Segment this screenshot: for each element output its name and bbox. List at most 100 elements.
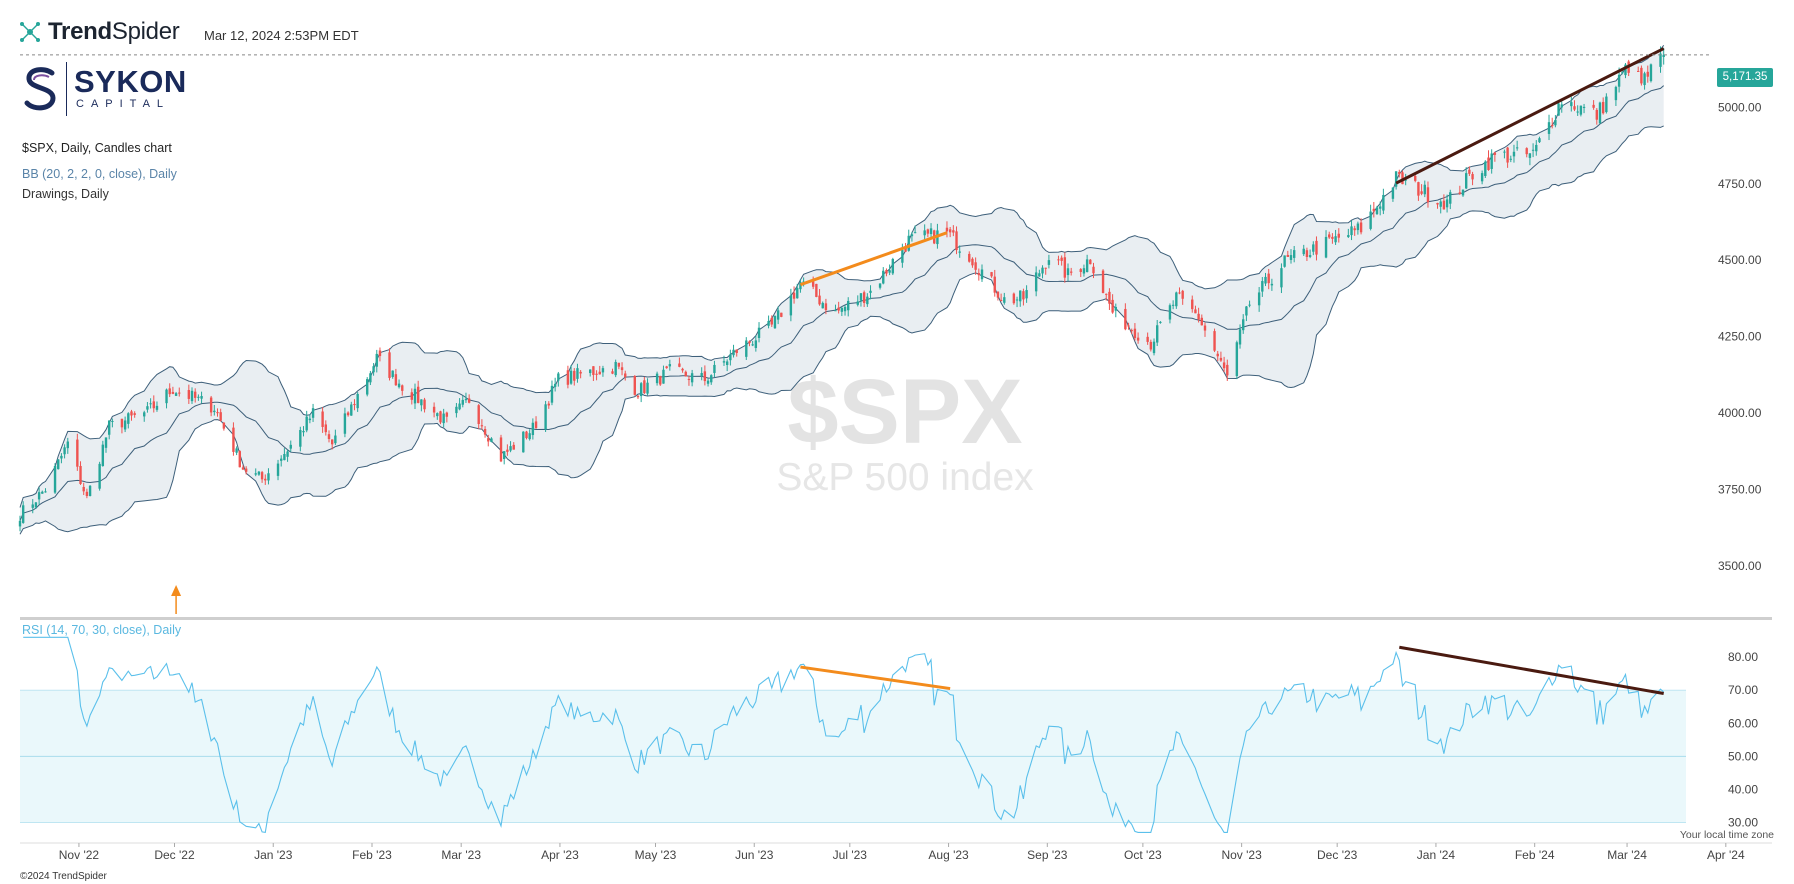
candle-body: [1085, 259, 1089, 273]
candle: [260, 470, 264, 483]
candle: [432, 402, 436, 418]
price-tick-label: 4250.00: [1718, 330, 1762, 344]
candle-body: [1219, 357, 1223, 361]
candle: [1423, 180, 1426, 198]
candle: [1649, 63, 1653, 83]
candle-body: [1175, 292, 1178, 307]
candle-body: [1471, 174, 1474, 180]
candle-body: [1538, 138, 1541, 143]
legend-chart[interactable]: $SPX, Daily, Candles chart: [22, 141, 172, 155]
candle-body: [490, 438, 493, 442]
candle: [643, 376, 646, 395]
candle-body: [544, 404, 547, 430]
candle-body: [502, 451, 506, 459]
candle: [1127, 322, 1130, 330]
candle-body: [904, 248, 907, 252]
rsi-trendline-orange: [800, 665, 951, 691]
candle: [534, 416, 538, 430]
candle: [617, 362, 621, 370]
candle: [1328, 231, 1331, 239]
candle: [592, 366, 595, 381]
candle-body: [859, 293, 863, 301]
candle-body: [1605, 96, 1608, 113]
candle: [401, 384, 404, 396]
candle-body: [101, 444, 105, 466]
candle-body: [378, 350, 382, 357]
candle-body: [573, 370, 576, 381]
candle-body: [557, 373, 560, 381]
trendspider-logo: TrendSpider: [18, 18, 180, 46]
candle: [885, 268, 888, 277]
candle: [165, 388, 168, 409]
candle-body: [244, 468, 248, 472]
candle-body: [432, 406, 436, 413]
candle: [483, 426, 487, 438]
candle: [1152, 338, 1156, 356]
candle: [1579, 105, 1583, 117]
candle: [1439, 199, 1442, 214]
candle-body: [120, 418, 124, 428]
candle: [1426, 181, 1430, 208]
candle: [1538, 136, 1541, 144]
candle-body: [569, 370, 573, 384]
candle: [678, 357, 681, 368]
candle-body: [847, 300, 850, 311]
candle-body: [413, 388, 417, 404]
candle: [847, 297, 850, 317]
candle: [34, 501, 38, 509]
candle-body: [461, 399, 464, 405]
candle: [1019, 290, 1022, 307]
candle-body: [913, 232, 917, 234]
candle: [1595, 108, 1598, 125]
candle-body: [1551, 125, 1554, 127]
candle-body: [655, 373, 659, 384]
candle-body: [1171, 304, 1175, 306]
candle-body: [1417, 182, 1420, 196]
candle: [487, 434, 490, 447]
candle-body: [213, 410, 216, 413]
candle-body: [127, 413, 130, 424]
candle-body: [216, 412, 219, 414]
candle-body: [1203, 325, 1207, 331]
candle: [859, 293, 863, 307]
candle: [722, 355, 726, 366]
candle-body: [1257, 292, 1261, 306]
candle: [1382, 188, 1385, 215]
local-time-zone[interactable]: Your local time zone: [1679, 829, 1774, 841]
legend-bollinger[interactable]: BB (20, 2, 2, 0, close), Daily: [22, 167, 177, 181]
candle: [1124, 303, 1127, 331]
candle-body: [174, 393, 178, 396]
candle: [378, 347, 382, 362]
candle: [101, 440, 105, 467]
candle: [168, 383, 171, 398]
candle: [996, 291, 1000, 301]
candle: [37, 487, 41, 505]
legend-rsi[interactable]: RSI (14, 70, 30, close), Daily: [22, 623, 182, 637]
candle-body: [235, 448, 238, 453]
candle: [356, 392, 359, 412]
candle: [665, 365, 668, 369]
candle: [1515, 140, 1519, 151]
candle-body: [948, 229, 952, 233]
candle-body: [197, 396, 200, 398]
candle-body: [82, 486, 85, 492]
candle: [53, 463, 57, 494]
candle: [152, 395, 155, 413]
candle-body: [1375, 207, 1379, 215]
candle-body: [1079, 269, 1082, 273]
candle: [1079, 268, 1082, 278]
candle-body: [1442, 200, 1446, 210]
bollinger-upper: [19, 44, 1665, 508]
candle: [958, 245, 961, 258]
candle: [1401, 170, 1404, 185]
candle: [1592, 100, 1595, 110]
candle-body: [990, 272, 993, 277]
candle-body: [815, 283, 818, 297]
candle-body: [687, 379, 691, 381]
candle: [477, 404, 480, 430]
candle-body: [910, 234, 914, 237]
legend-drawings[interactable]: Drawings, Daily: [22, 187, 109, 201]
candle-body: [194, 391, 197, 398]
candle: [1245, 306, 1248, 322]
